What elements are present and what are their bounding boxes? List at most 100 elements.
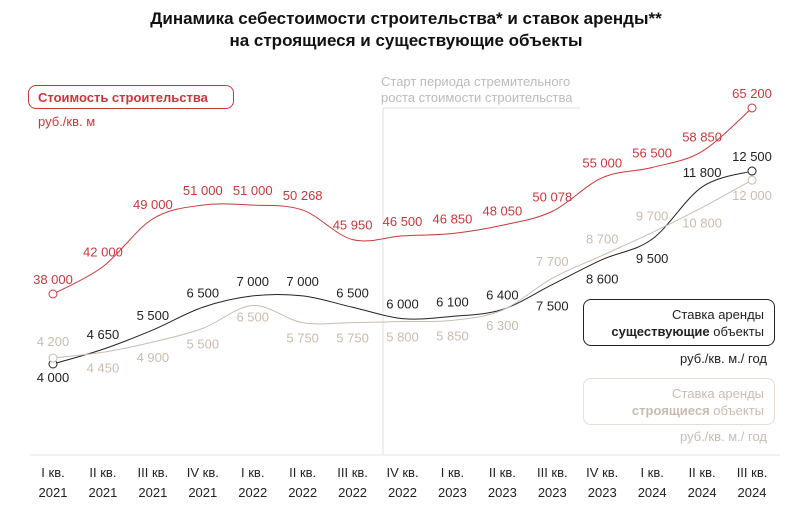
x-tick-label: I кв.: [640, 465, 663, 480]
x-tick-label: 2024: [738, 485, 767, 500]
legend-building-rest: объекты: [709, 403, 764, 418]
data-label: 5 750: [336, 331, 369, 346]
x-tick-label: 2022: [388, 485, 417, 500]
series-0-end-marker: [48, 289, 58, 299]
series-line-1: [52, 170, 753, 365]
x-tick-label: III кв.: [138, 465, 169, 480]
x-tick-label: 2023: [588, 485, 617, 500]
data-label: 48 050: [482, 203, 522, 218]
data-label: 12 500: [732, 149, 772, 164]
x-tick-label: I кв.: [41, 465, 64, 480]
data-label: 65 200: [732, 86, 772, 101]
x-tick-label: 2023: [488, 485, 517, 500]
legend-existing-line1: Ставка аренды: [672, 307, 764, 322]
series-2-end-marker: [48, 353, 58, 363]
legend-building-line1: Ставка аренды: [672, 386, 764, 401]
data-label: 9 700: [636, 209, 669, 224]
data-label: 6 100: [436, 294, 469, 309]
x-tick-label: III кв.: [537, 465, 568, 480]
x-tick-label: II кв.: [89, 465, 116, 480]
data-label: 56 500: [632, 145, 672, 160]
data-label: 6 500: [187, 285, 220, 300]
series-0-end-marker: [747, 103, 757, 113]
legend-existing: Ставка аренды существующие объекты: [583, 299, 775, 346]
x-tick-label: IV кв.: [586, 465, 618, 480]
data-label: 42 000: [83, 245, 123, 260]
legend-cost-unit: руб./кв. м: [38, 114, 96, 129]
data-label: 5 500: [137, 308, 170, 323]
annotation-line-2: роста стоимости строительства: [381, 90, 573, 105]
data-label: 12 000: [732, 188, 772, 203]
legend-building-bold: строящиеся: [631, 403, 710, 418]
x-tick-label: IV кв.: [187, 465, 219, 480]
data-label: 55 000: [582, 156, 622, 171]
legend-building: Ставка аренды строящиеся объекты: [583, 378, 775, 425]
data-label: 38 000: [33, 272, 73, 287]
data-label: 51 000: [233, 183, 273, 198]
data-label: 50 078: [532, 189, 572, 204]
data-label: 50 268: [283, 188, 323, 203]
x-tick-label: IV кв.: [386, 465, 418, 480]
x-tick-label: II кв.: [289, 465, 316, 480]
series-1-end-marker: [747, 166, 757, 176]
x-tick-label: 2022: [338, 485, 367, 500]
data-label: 4 200: [37, 334, 70, 349]
annotation-label: Старт периода стремительного роста стоим…: [381, 74, 573, 106]
series-line-0: [52, 107, 753, 295]
data-label: 5 750: [286, 331, 319, 346]
data-label: 4 000: [37, 370, 70, 385]
series-2-end-marker: [747, 175, 757, 185]
x-tick-label: 2023: [438, 485, 467, 500]
data-label: 46 850: [433, 211, 473, 226]
data-label: 5 850: [436, 328, 469, 343]
x-tick-label: II кв.: [689, 465, 716, 480]
series-line-2: [52, 179, 753, 359]
title-line-1: Динамика себестоимости строительства* и …: [150, 9, 662, 28]
data-label: 7 000: [286, 274, 319, 289]
data-label: 11 800: [683, 165, 722, 180]
data-label: 4 650: [87, 327, 120, 342]
data-label: 51 000: [183, 183, 223, 198]
data-label: 58 850: [682, 129, 722, 144]
x-tick-label: III кв.: [337, 465, 368, 480]
x-tick-label: 2022: [288, 485, 317, 500]
data-label: 4 900: [137, 350, 170, 365]
data-label: 10 800: [682, 216, 722, 231]
data-label: 8 700: [586, 231, 619, 246]
legend-existing-rest: объекты: [709, 324, 764, 339]
data-label: 6 500: [336, 285, 369, 300]
title-line-2: на строящиеся и существующие объекты: [229, 31, 583, 50]
data-label: 7 000: [236, 274, 269, 289]
x-tick-label: 2021: [39, 485, 68, 500]
legend-existing-bold: существующие: [611, 324, 710, 339]
x-tick-label: 2021: [88, 485, 117, 500]
x-tick-label: I кв.: [241, 465, 264, 480]
x-tick-label: 2021: [138, 485, 167, 500]
data-label: 4 450: [87, 360, 120, 375]
data-label: 7 700: [536, 254, 569, 269]
legend-cost: Стоимость строительства: [28, 85, 234, 109]
x-tick-label: 2023: [538, 485, 567, 500]
data-label: 6 400: [486, 288, 519, 303]
legend-building-unit: руб./кв. м./ год: [680, 429, 767, 444]
data-label: 6 300: [486, 318, 519, 333]
x-tick-label: I кв.: [441, 465, 464, 480]
data-label: 45 950: [333, 218, 373, 233]
chart-title: Динамика себестоимости строительства* и …: [0, 8, 812, 52]
data-label: 5 800: [386, 330, 419, 345]
data-label: 6 500: [236, 310, 269, 325]
data-label: 8 600: [586, 272, 619, 287]
data-label: 46 500: [383, 214, 423, 229]
x-tick-label: III кв.: [737, 465, 768, 480]
data-label: 5 500: [187, 336, 220, 351]
x-tick-label: 2021: [188, 485, 217, 500]
annotation-line-1: Старт периода стремительного: [381, 74, 571, 89]
x-tick-label: 2024: [638, 485, 667, 500]
data-label: 49 000: [133, 197, 173, 212]
legend-existing-unit: руб./кв. м./ год: [680, 351, 767, 366]
x-tick-label: 2022: [238, 485, 267, 500]
x-tick-label: 2024: [688, 485, 717, 500]
data-label: 6 000: [386, 297, 419, 312]
data-label: 9 500: [636, 251, 669, 266]
